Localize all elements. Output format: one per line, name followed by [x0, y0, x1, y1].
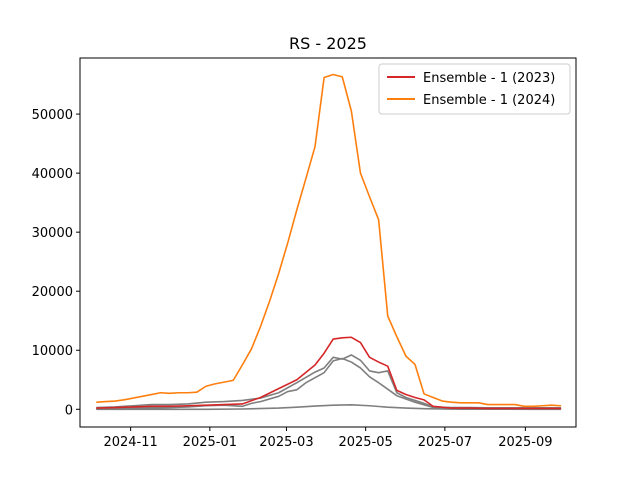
series-line-5: [96, 404, 562, 411]
x-tick-label: 2024-11: [103, 435, 157, 450]
y-tick-label: 30000: [32, 226, 73, 241]
y-axis: 0 10000 20000 30000 40000 50000: [32, 108, 80, 418]
legend: Ensemble - 1 (2023) Ensemble - 1 (2024): [378, 63, 571, 115]
chart-title: RS - 2025: [289, 34, 367, 53]
x-tick-label: 2025-01: [183, 435, 237, 450]
series-line-2: [96, 73, 562, 408]
legend-label: Ensemble - 1 (2023): [423, 71, 555, 86]
x-axis: 2024-11 2025-01 2025-03 2025-05 2025-07 2025-…: [103, 427, 553, 450]
y-tick-label: 40000: [32, 167, 73, 182]
y-tick-label: 0: [65, 403, 73, 418]
y-tick-label: 20000: [32, 285, 73, 300]
y-tick-label: 10000: [32, 344, 73, 359]
x-tick-label: 2025-05: [338, 435, 392, 450]
series-layer: [96, 73, 562, 411]
x-tick-label: 2025-09: [498, 435, 552, 450]
series-line-1: [96, 336, 562, 410]
legend-label: Ensemble - 1 (2024): [423, 93, 555, 108]
legend-box: [378, 63, 571, 115]
x-tick-label: 2025-07: [418, 435, 472, 450]
y-tick-label: 50000: [32, 108, 73, 123]
x-tick-label: 2025-03: [259, 435, 313, 450]
plot-frame: [79, 57, 577, 428]
